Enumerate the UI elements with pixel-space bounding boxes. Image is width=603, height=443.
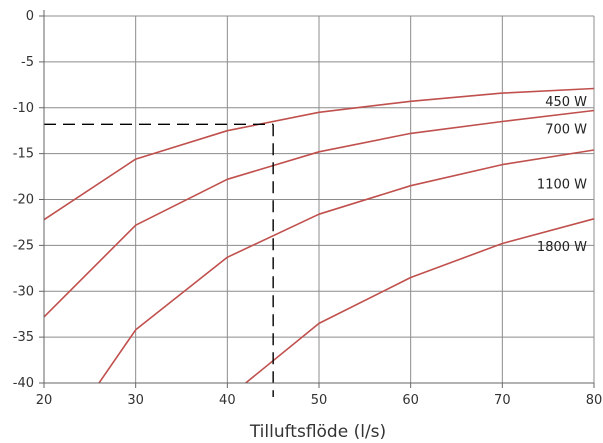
series-label: 1800 W [537,240,587,255]
y-tick-label: -40 [13,376,34,391]
series-line-1 [43,109,595,318]
series-label: 700 W [545,123,587,138]
x-tick-label: 50 [311,393,328,408]
series-lines [43,87,595,384]
x-tick-label: 70 [494,393,511,408]
y-tick-label: -25 [13,238,34,253]
x-tick-label: 20 [36,393,53,408]
series-line-3 [245,218,595,384]
series-labels: 450 W 700 W 1100 W 1800 W [537,95,587,255]
x-tick-label: 80 [586,393,603,408]
y-tick-label: -10 [13,101,34,116]
series-line-2 [98,149,595,384]
y-tick-label: -30 [13,284,34,299]
y-tick-label: -20 [13,193,34,208]
series-label: 1100 W [537,178,587,193]
grid [44,15,595,383]
x-tick-label: 60 [402,393,419,408]
y-tick-label: -15 [13,147,34,162]
y-tick-label: -5 [21,55,34,70]
tick-labels: 20 30 40 50 60 70 80 0 -5 -10 -15 -20 -25 -30 -35 -40 [13,9,603,408]
axes [39,10,595,388]
reference-lines [44,123,274,397]
x-axis-title: Tilluftsflöde (l/s) [249,422,386,442]
y-tick-label: -35 [13,330,34,345]
y-tick-label: 0 [26,9,34,24]
series-line-0 [43,87,595,221]
x-tick-label: 40 [219,393,236,408]
series-label: 450 W [545,95,587,110]
x-tick-label: 30 [127,393,144,408]
